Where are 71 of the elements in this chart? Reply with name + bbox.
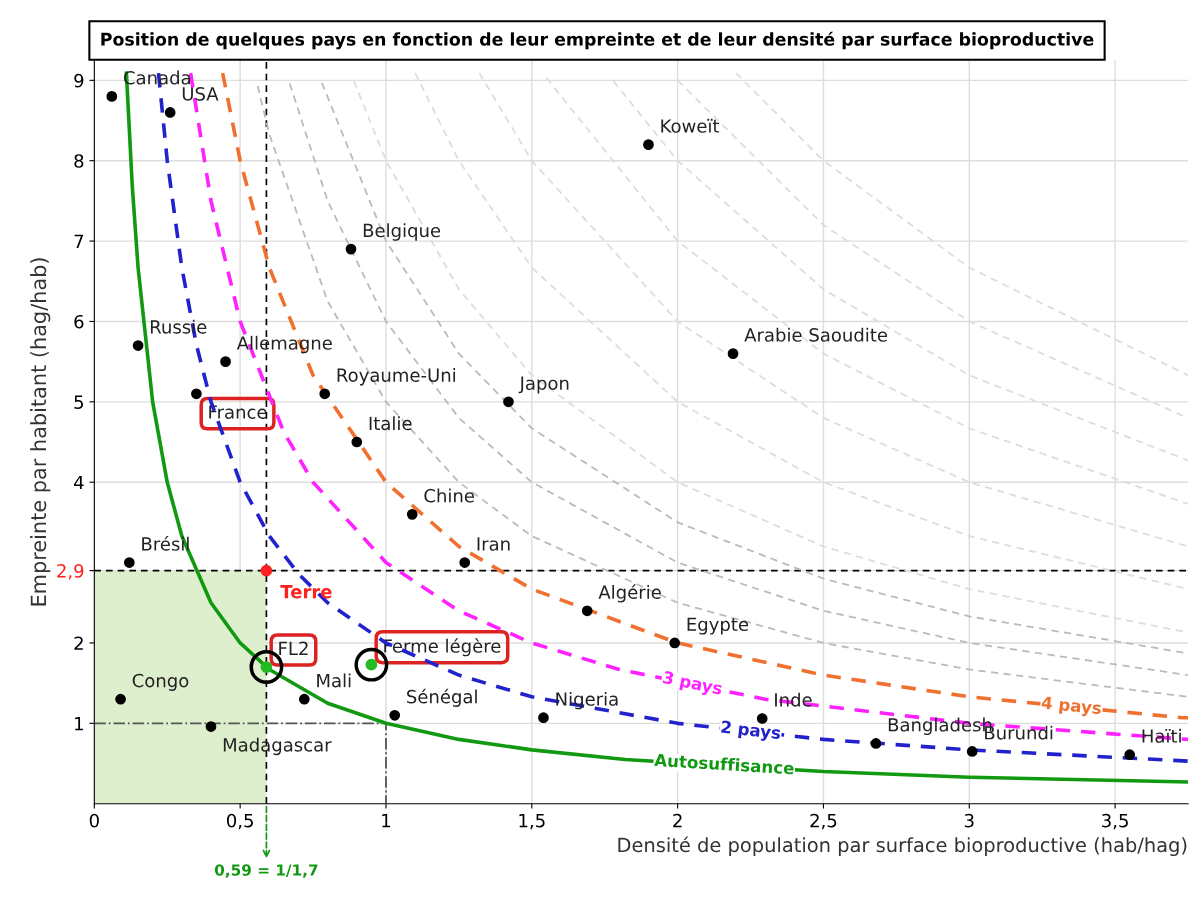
annotation: Algérie (598, 584, 661, 603)
point (345, 243, 357, 255)
y-tick-label: 2,9 (57, 564, 84, 580)
annotation: Koweït (661, 118, 720, 133)
point (298, 693, 310, 705)
annotation: Madagascar (223, 737, 332, 756)
point (669, 637, 681, 649)
x-tick-label: 3 (964, 813, 974, 828)
point (966, 746, 978, 757)
point (727, 348, 739, 359)
point (581, 605, 593, 617)
point (389, 709, 401, 721)
x-tick-label: 2,5 (810, 813, 837, 830)
point (123, 557, 135, 568)
x-tick-label: 0,5 (226, 813, 253, 830)
annotation: Nigeria (556, 691, 618, 710)
y-tick-label: 7 (74, 234, 84, 248)
y-tick-label: 1 (75, 717, 83, 731)
annotation: Haïti (1142, 728, 1181, 743)
point (538, 712, 549, 724)
y-axis-title: Empreinte par habitant (hag/hab) (30, 258, 51, 606)
point (164, 107, 176, 118)
x-axis-title: Densité de population par surface bioproductive (hab/hag) (618, 836, 1187, 857)
point (870, 738, 882, 749)
point (459, 557, 471, 568)
ref-line-label: 0,59 = 1/1,7 (214, 864, 318, 878)
point (191, 388, 202, 400)
x-tick-label: 0 (89, 813, 99, 828)
text: 4 pays (1041, 696, 1102, 718)
y-tick-label: 6 (74, 314, 84, 329)
annotation: Congo (132, 673, 189, 691)
point (115, 693, 126, 705)
y-tick-label: 4 (74, 475, 84, 490)
annotation: Japon (518, 376, 569, 394)
series-label: Autosuffisance (654, 753, 795, 775)
x-tick-label: 1 (382, 813, 391, 828)
point (106, 91, 118, 102)
annotation: FL2 (279, 641, 308, 655)
point (756, 713, 768, 724)
y-tick-label: 9 (74, 73, 84, 88)
chart-title: Position de quelques pays en fonction de leur empreinte et de leur densité par surface bioproductive (101, 31, 1094, 50)
annotation: Italie (369, 416, 412, 431)
annotation: Chine (424, 488, 474, 503)
annotation: USA (182, 86, 219, 101)
x-tick-label: 1,5 (519, 813, 545, 830)
annotation: Egypte (687, 617, 749, 635)
series-label: Terre (280, 585, 332, 599)
x-tick-label: 2 (673, 813, 682, 828)
point (1124, 749, 1136, 761)
annotation: Arabie Saoudite (744, 327, 888, 342)
point (205, 721, 217, 732)
annotation: France (209, 405, 267, 419)
annotation: Sénégal (407, 688, 477, 707)
y-tick-label: 5 (74, 395, 84, 409)
annotation: Mali (317, 673, 351, 688)
point (220, 356, 231, 367)
point (351, 436, 363, 448)
point (132, 340, 144, 351)
point (406, 509, 418, 520)
y-tick-label: 2 (74, 636, 83, 650)
point (260, 564, 273, 577)
text: 3 pays (661, 670, 723, 699)
annotation: Iran (477, 537, 510, 551)
x-tick-label: 3,5 (1102, 813, 1128, 830)
annotation: Belgique (363, 223, 441, 241)
point (503, 396, 514, 408)
annotation: Royaume-Uni (337, 367, 456, 386)
text: 2 pays (720, 720, 781, 743)
point (319, 388, 331, 400)
point (643, 139, 654, 150)
y-tick-label: 8 (74, 154, 84, 168)
